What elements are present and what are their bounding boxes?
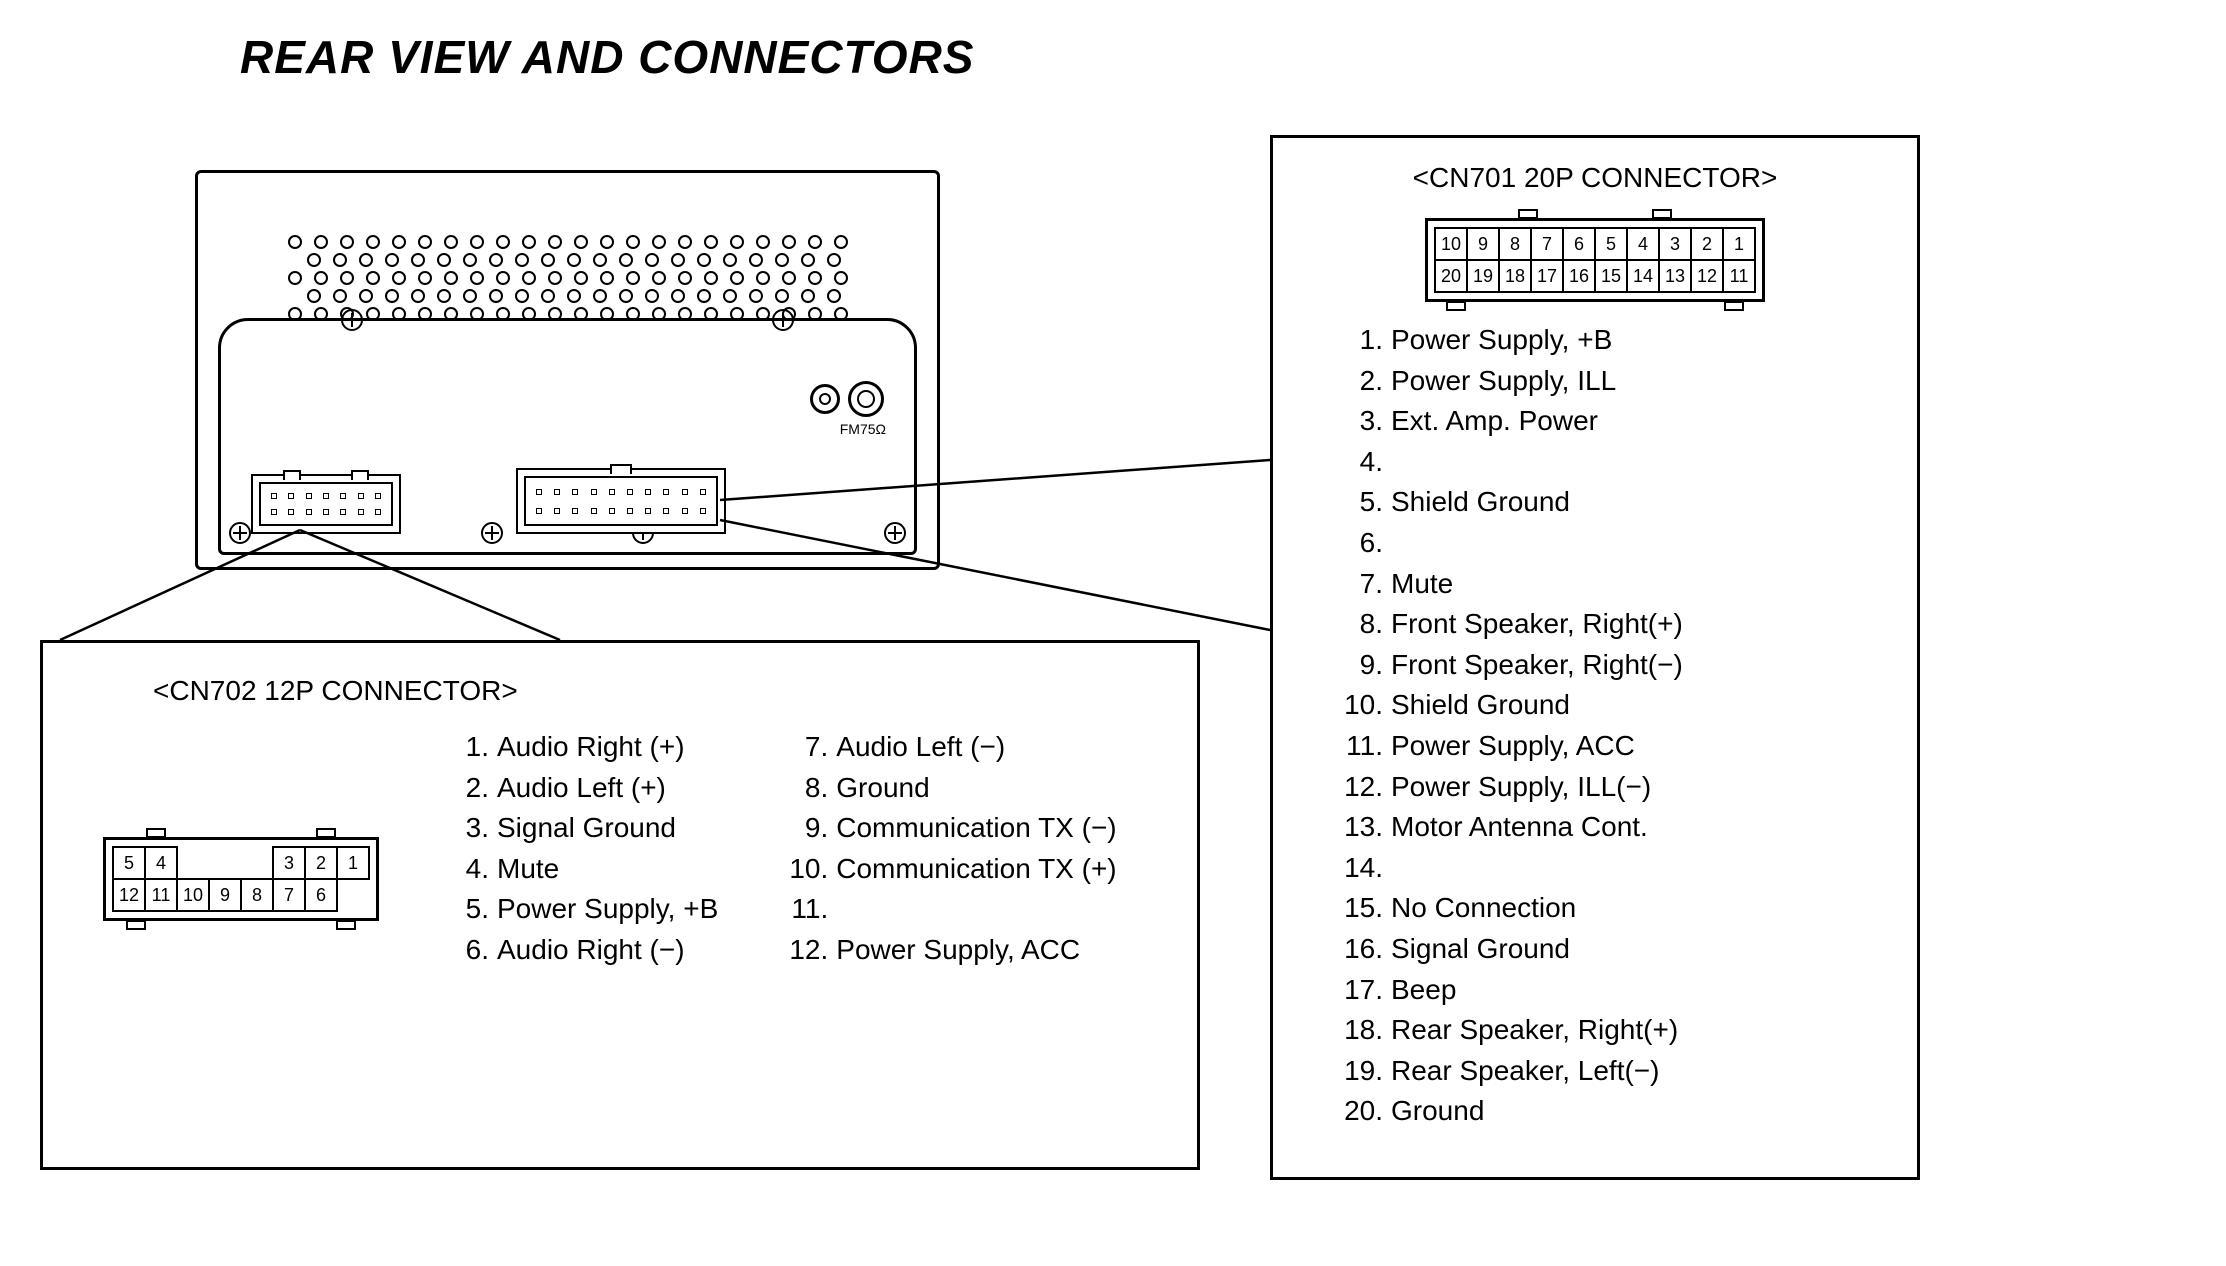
pin-row: 10.Shield Ground (1333, 685, 1683, 726)
cn702-pin-diagram: 543211211109876 (103, 837, 379, 921)
pin-row: 16.Signal Ground (1333, 929, 1683, 970)
pin-row: 13.Motor Antenna Cont. (1333, 807, 1683, 848)
page-title: REAR VIEW AND CONNECTORS (240, 30, 974, 84)
inner-frame: FM75Ω (218, 318, 917, 555)
cn702-pin-list-right: 7.Audio Left (−)8.Ground9.Communication … (778, 727, 1116, 971)
screw-icon (341, 309, 363, 331)
pin-row: 10.Communication TX (+) (778, 849, 1116, 890)
pin-row: 18.Rear Speaker, Right(+) (1333, 1010, 1683, 1051)
screw-icon (229, 522, 251, 544)
screw-icon (481, 522, 503, 544)
fm-label: FM75Ω (840, 421, 886, 437)
pin-row: 3.Signal Ground (439, 808, 718, 849)
pin-row: 9.Communication TX (−) (778, 808, 1116, 849)
pin-row: 8.Ground (778, 768, 1116, 809)
pin-row: 19.Rear Speaker, Left(−) (1333, 1051, 1683, 1092)
pin-row: 2.Power Supply, ILL (1333, 361, 1683, 402)
pin-row: 9.Front Speaker, Right(−) (1333, 645, 1683, 686)
pin-row: 17.Beep (1333, 970, 1683, 1011)
pin-row: 5.Power Supply, +B (439, 889, 718, 930)
pin-row: 2.Audio Left (+) (439, 768, 718, 809)
antenna-jacks (810, 381, 884, 417)
pin-row: 4.Mute (439, 849, 718, 890)
pin-row: 6.Audio Right (−) (439, 930, 718, 971)
device-rear-view: FM75Ω (195, 170, 940, 570)
jack-icon (848, 381, 884, 417)
pin-row: 11. (778, 889, 1116, 930)
pin-row: 4. (1333, 442, 1683, 483)
pin-row: 1.Power Supply, +B (1333, 320, 1683, 361)
cn702-title: <CN702 12P CONNECTOR> (153, 675, 1167, 707)
screw-icon (772, 309, 794, 331)
pin-row: 1.Audio Right (+) (439, 727, 718, 768)
pin-row: 8.Front Speaker, Right(+) (1333, 604, 1683, 645)
screw-icon (884, 522, 906, 544)
cn702-box: <CN702 12P CONNECTOR> 543211211109876 1.… (40, 640, 1200, 1170)
pin-row: 6. (1333, 523, 1683, 564)
pin-row: 12.Power Supply, ACC (778, 930, 1116, 971)
device-cn701-socket (516, 468, 726, 534)
pin-row: 11.Power Supply, ACC (1333, 726, 1683, 767)
device-cn702-socket (251, 474, 401, 534)
jack-icon (810, 384, 840, 414)
cn702-pin-list-left: 1.Audio Right (+)2.Audio Left (+)3.Signa… (439, 727, 718, 971)
cn701-pin-list: 1.Power Supply, +B2.Power Supply, ILL3.E… (1333, 320, 1683, 1132)
pin-row: 20.Ground (1333, 1091, 1683, 1132)
cn701-pin-diagram: 1098765432120191817161514131211 (1425, 218, 1765, 302)
pin-row: 15.No Connection (1333, 888, 1683, 929)
pin-row: 7.Audio Left (−) (778, 727, 1116, 768)
pin-row: 5.Shield Ground (1333, 482, 1683, 523)
pin-row: 3.Ext. Amp. Power (1333, 401, 1683, 442)
pin-row: 7.Mute (1333, 564, 1683, 605)
cn701-title: <CN701 20P CONNECTOR> (1413, 162, 1778, 194)
pin-row: 14. (1333, 848, 1683, 889)
pin-row: 12.Power Supply, ILL(−) (1333, 767, 1683, 808)
cn701-box: <CN701 20P CONNECTOR> 109876543212019181… (1270, 135, 1920, 1180)
